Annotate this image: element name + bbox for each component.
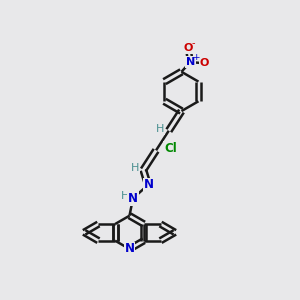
Text: +: +	[192, 52, 199, 62]
Text: H: H	[121, 190, 129, 201]
Text: H: H	[131, 163, 140, 173]
Text: N: N	[124, 242, 134, 256]
Text: O: O	[200, 58, 209, 68]
Text: N: N	[144, 178, 154, 191]
Text: -: -	[192, 38, 195, 48]
Text: H: H	[156, 124, 164, 134]
Text: Cl: Cl	[164, 142, 177, 154]
Text: N: N	[186, 57, 195, 67]
Text: N: N	[128, 192, 138, 205]
Text: O: O	[184, 43, 193, 53]
